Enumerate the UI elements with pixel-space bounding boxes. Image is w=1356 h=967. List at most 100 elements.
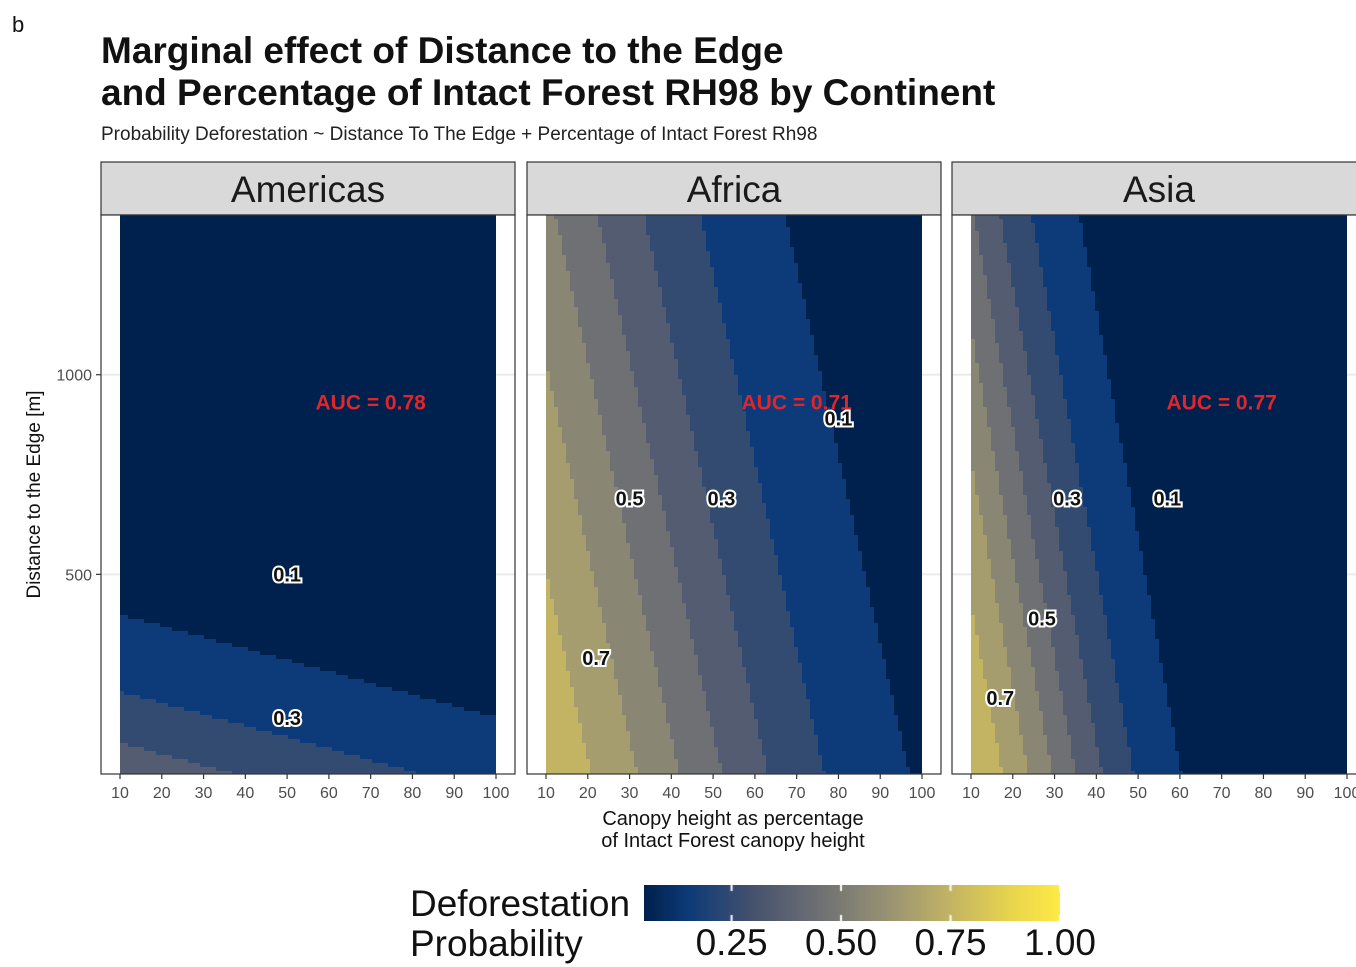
contour-cell [734,363,819,368]
contour-cell [1055,343,1104,348]
contour-cell [574,687,619,692]
contour-cell [766,511,851,516]
contour-cell [1007,395,1036,400]
contour-cell [120,351,496,356]
contour-cell [898,719,922,724]
contour-cell [650,239,707,244]
contour-cell [1107,631,1156,636]
contour-cell [120,411,496,416]
contour-cell [1047,463,1080,468]
contour-cell [806,687,891,692]
contour-cell [766,507,851,512]
contour-cell [558,619,603,624]
contour-cell [722,311,807,316]
contour-cell [1011,267,1044,272]
contour-cell [999,759,1028,764]
contour-cell [120,559,496,564]
contour-cell [818,359,922,364]
contour-cell [602,423,647,428]
contour-cell [120,615,129,620]
contour-cell [746,427,835,432]
contour-cell [546,371,551,376]
contour-cell [1059,671,1084,676]
contour-cell [790,615,875,620]
contour-cell [991,299,1016,304]
contour-cell [320,667,496,672]
contour-cell [1023,331,1056,336]
contour-cell [894,711,922,716]
contour-cell [979,503,1004,508]
contour-cell [718,543,775,548]
contour-cell [906,751,922,756]
contour-cell [120,355,496,360]
contour-cell [1047,607,1072,612]
contour-cell [750,435,835,440]
contour-cell [610,263,655,268]
contour-cell [614,291,663,296]
contour-cell [546,347,587,352]
contour-cell [754,463,843,468]
y-tick-label: 1000 [56,368,92,385]
contour-cell [610,643,651,648]
contour-cell [710,519,771,524]
contour-cell [971,299,992,304]
contour-cell [546,723,583,728]
contour-cell [558,615,603,620]
contour-cell [991,307,1020,312]
contour-cell [1011,687,1036,692]
contour-cell [718,539,775,544]
contour-cell [654,259,711,264]
contour-cell [1127,739,1176,744]
contour-cell [1063,387,1112,392]
contour-cell [971,623,976,628]
contour-cell [991,559,1016,564]
contour-cell [822,755,907,760]
contour-cell [802,667,887,672]
contour-cell [598,403,639,408]
contour-cell [1015,303,1048,308]
contour-cell [1151,607,1347,612]
contour-cell [622,507,663,512]
contour-cell [971,503,980,508]
contour-cell [1079,479,1128,484]
contour-cell [1051,487,1084,492]
contour-cell [626,727,671,732]
contour-cell [766,767,823,772]
contour-cell [562,247,607,252]
contour-cell [1011,683,1036,688]
contour-cell [1043,451,1076,456]
contour-cell [702,219,787,224]
contour-cell [706,247,795,252]
contour-cell [678,359,735,364]
contour-cell [1083,663,1116,668]
contour-cell [1007,259,1040,264]
contour-cell [1043,455,1076,460]
contour-cell [578,507,623,512]
contour-cell [971,215,976,220]
contour-cell [546,327,583,332]
contour-cell [1087,251,1347,256]
contour-cell [1011,411,1036,416]
contour-cell [1147,575,1347,580]
contour-cell [1031,651,1056,656]
contour-cell [1043,439,1072,444]
contour-cell [971,647,980,652]
contour-cell [336,671,496,676]
contour-cell [979,647,1008,652]
contour-cell [971,431,992,436]
contour-cell [658,483,703,488]
y-axis-label: Distance to the Edge [m] [24,390,45,598]
contour-cell [758,479,847,484]
chart-subtitle: Probability Deforestation ~ Distance To … [101,124,818,145]
contour-cell [1003,631,1028,636]
contour-cell [971,391,984,396]
contour-cell [650,243,707,248]
contour-cell [971,443,992,448]
contour-cell [1003,375,1032,380]
contour-cell [1099,315,1347,320]
contour-cell [987,535,1008,540]
contour-cell [638,391,683,396]
contour-cell [1051,763,1076,768]
contour-cell [750,439,835,444]
